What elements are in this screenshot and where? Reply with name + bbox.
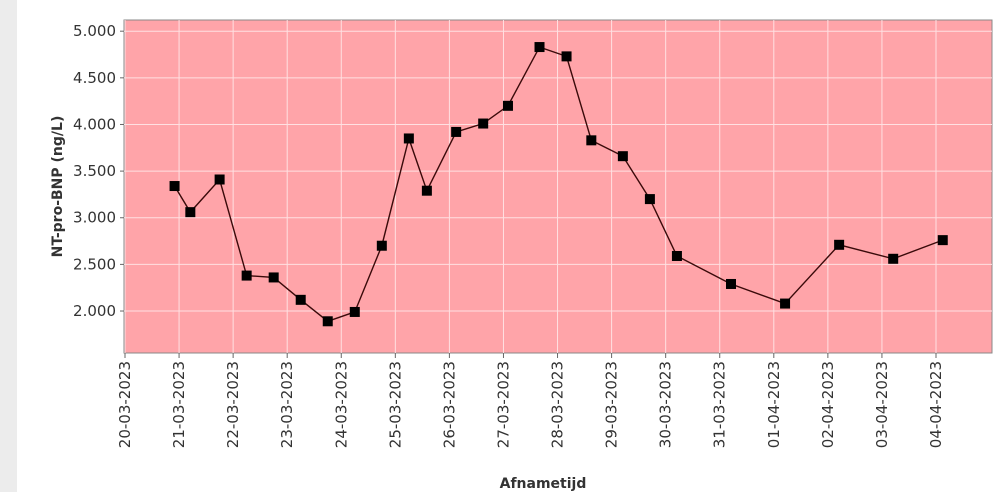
x-tick-label: 30-03-2023 bbox=[657, 361, 675, 448]
data-point[interactable] bbox=[561, 51, 572, 62]
data-point[interactable] bbox=[376, 240, 387, 251]
x-tick-label: 31-03-2023 bbox=[711, 361, 729, 448]
x-tick-label: 28-03-2023 bbox=[549, 361, 567, 448]
x-tick-label: 23-03-2023 bbox=[278, 361, 296, 448]
data-point[interactable] bbox=[403, 133, 414, 144]
y-tick-label: 4.500 bbox=[73, 69, 116, 87]
axes: 2.000 2.500 3.000 3.500 4.000 4.500 5.000 20-03… bbox=[73, 22, 945, 448]
data-point[interactable] bbox=[502, 100, 513, 111]
data-point[interactable] bbox=[241, 270, 252, 281]
data-point[interactable] bbox=[534, 42, 545, 53]
data-point[interactable] bbox=[586, 135, 597, 146]
data-point[interactable] bbox=[268, 272, 279, 283]
y-tick-label: 3.000 bbox=[73, 209, 116, 227]
chart-container: 2.000 2.500 3.000 3.500 4.000 4.500 5.000 20-03… bbox=[17, 0, 993, 492]
y-axis-title: NT-pro-BNP (ng/L) bbox=[50, 116, 66, 258]
data-point[interactable] bbox=[421, 185, 432, 196]
data-point[interactable] bbox=[834, 239, 845, 250]
data-point[interactable] bbox=[295, 294, 306, 305]
y-tick-label: 2.500 bbox=[73, 255, 116, 273]
x-tick-label: 26-03-2023 bbox=[440, 361, 458, 448]
x-tick-label: 20-03-2023 bbox=[116, 361, 134, 448]
data-point[interactable] bbox=[478, 118, 489, 129]
x-tick-label: 02-04-2023 bbox=[819, 361, 837, 448]
data-point[interactable] bbox=[888, 253, 899, 264]
data-point[interactable] bbox=[185, 207, 196, 218]
x-tick-label: 25-03-2023 bbox=[386, 361, 404, 448]
x-tick-label: 24-03-2023 bbox=[332, 361, 350, 448]
x-tick-label: 04-04-2023 bbox=[927, 361, 945, 448]
data-point[interactable] bbox=[349, 306, 360, 317]
data-point[interactable] bbox=[169, 181, 180, 192]
y-tick-label: 5.000 bbox=[73, 22, 116, 40]
data-point[interactable] bbox=[780, 298, 791, 309]
data-point[interactable] bbox=[937, 235, 948, 246]
data-point[interactable] bbox=[214, 174, 225, 185]
data-point[interactable] bbox=[617, 151, 628, 162]
x-tick-label: 27-03-2023 bbox=[494, 361, 512, 448]
data-point[interactable] bbox=[725, 278, 736, 289]
line-chart: 2.000 2.500 3.000 3.500 4.000 4.500 5.000 20-03… bbox=[50, 19, 993, 492]
x-tick-label: 03-04-2023 bbox=[873, 361, 891, 448]
data-point[interactable] bbox=[322, 316, 333, 327]
x-axis-title: Afnametijd bbox=[500, 476, 587, 492]
x-tick-label: 29-03-2023 bbox=[603, 361, 621, 448]
x-tick-label: 01-04-2023 bbox=[765, 361, 783, 448]
y-tick-label: 3.500 bbox=[73, 162, 116, 180]
data-point[interactable] bbox=[671, 250, 682, 261]
x-tick-label: 22-03-2023 bbox=[224, 361, 242, 448]
y-tick-label: 2.000 bbox=[73, 302, 116, 320]
data-point[interactable] bbox=[644, 194, 655, 205]
y-tick-label: 4.000 bbox=[73, 115, 116, 133]
grid bbox=[124, 20, 992, 353]
x-tick-label: 21-03-2023 bbox=[170, 361, 188, 448]
series-ntprobnp bbox=[169, 42, 948, 327]
data-point[interactable] bbox=[451, 126, 462, 137]
